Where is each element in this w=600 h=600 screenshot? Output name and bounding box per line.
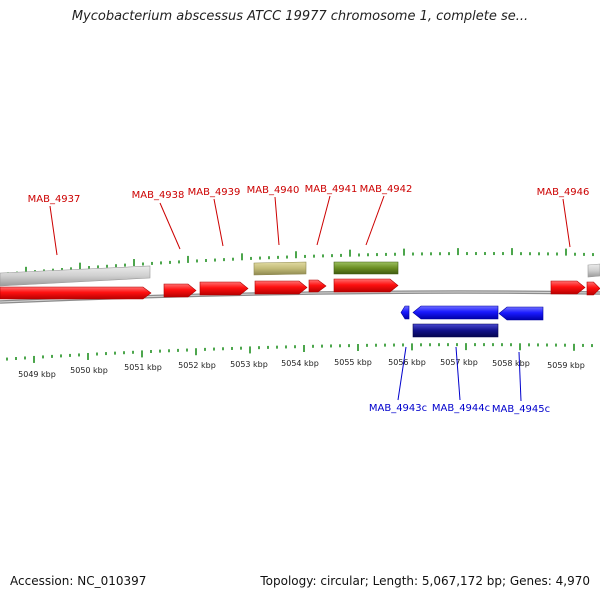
kbp-label: 5050 kbp [70,366,108,375]
reverse-gene-arrow [498,306,544,321]
feature-bar [253,261,307,276]
kbp-label: 5056 kbp [388,358,426,367]
forward-gene-arrow [0,286,152,300]
kbp-label: 5058 kbp [492,359,530,368]
callout-line [365,195,385,246]
kbp-label: 5049 kbp [18,370,56,379]
kbp-label: 5053 kbp [230,360,268,369]
feature-bar [333,261,399,275]
kbp-label: 5059 kbp [547,361,585,370]
callout-line [49,205,58,256]
map-title: Mycobacterium abscessus ATCC 19977 chrom… [71,9,529,24]
kbp-label: 5054 kbp [281,359,319,368]
feature-bar [587,263,600,278]
callout-line [397,346,407,401]
gene-label[interactable]: MAB_4938 [132,190,185,201]
reverse-gene-arrow [400,305,410,320]
forward-gene-arrow [199,281,249,296]
gene-label[interactable]: MAB_4941 [305,184,358,195]
gene-label[interactable]: MAB_4937 [28,194,81,205]
forward-gene-arrow [586,281,600,296]
kbp-label: 5051 kbp [124,363,162,372]
gene-label[interactable]: MAB_4943c [369,403,427,414]
gene-track [0,278,600,321]
callout-line [518,351,522,402]
forward-gene-arrow [550,280,586,295]
genome-map: 5049 kbp 5050 kbp 5051 kbp 5052 kbp 5053 kbp… [0,184,600,415]
feature-bar [0,265,151,287]
kbp-label: 5057 kbp [440,358,478,367]
forward-gene-arrow [308,279,327,293]
accession-text: Accession: NC_010397 [10,574,147,588]
callout-line [159,202,181,250]
gene-label[interactable]: MAB_4940 [247,185,300,196]
callout-line [562,198,571,248]
gene-label[interactable]: MAB_4944c [432,403,490,414]
callout-line [455,346,461,401]
bottom-tick-marks [6,343,593,363]
reverse-gene-arrow [412,305,499,320]
feature-track [0,261,600,338]
callout-line [213,198,224,247]
feature-bar [412,323,499,338]
genome-summary-text: Topology: circular; Length: 5,067,172 bp… [260,574,590,588]
gene-label[interactable]: MAB_4942 [360,184,413,195]
forward-gene-arrow [163,283,197,298]
forward-gene-arrow [333,278,399,293]
gene-label[interactable]: MAB_4945c [492,404,550,415]
kbp-axis-labels: 5049 kbp 5050 kbp 5051 kbp 5052 kbp 5053 kbp… [18,358,585,379]
gene-label[interactable]: MAB_4939 [188,187,241,198]
gene-label[interactable]: MAB_4946 [537,187,590,198]
callout-line [274,196,280,246]
forward-gene-arrow [254,280,308,295]
callout-line [316,195,331,246]
kbp-label: 5055 kbp [334,358,372,367]
gene-callouts: MAB_4937 MAB_4938 MAB_4939 MAB_4940 MAB_4941… [28,184,590,415]
kbp-label: 5052 kbp [178,361,216,370]
